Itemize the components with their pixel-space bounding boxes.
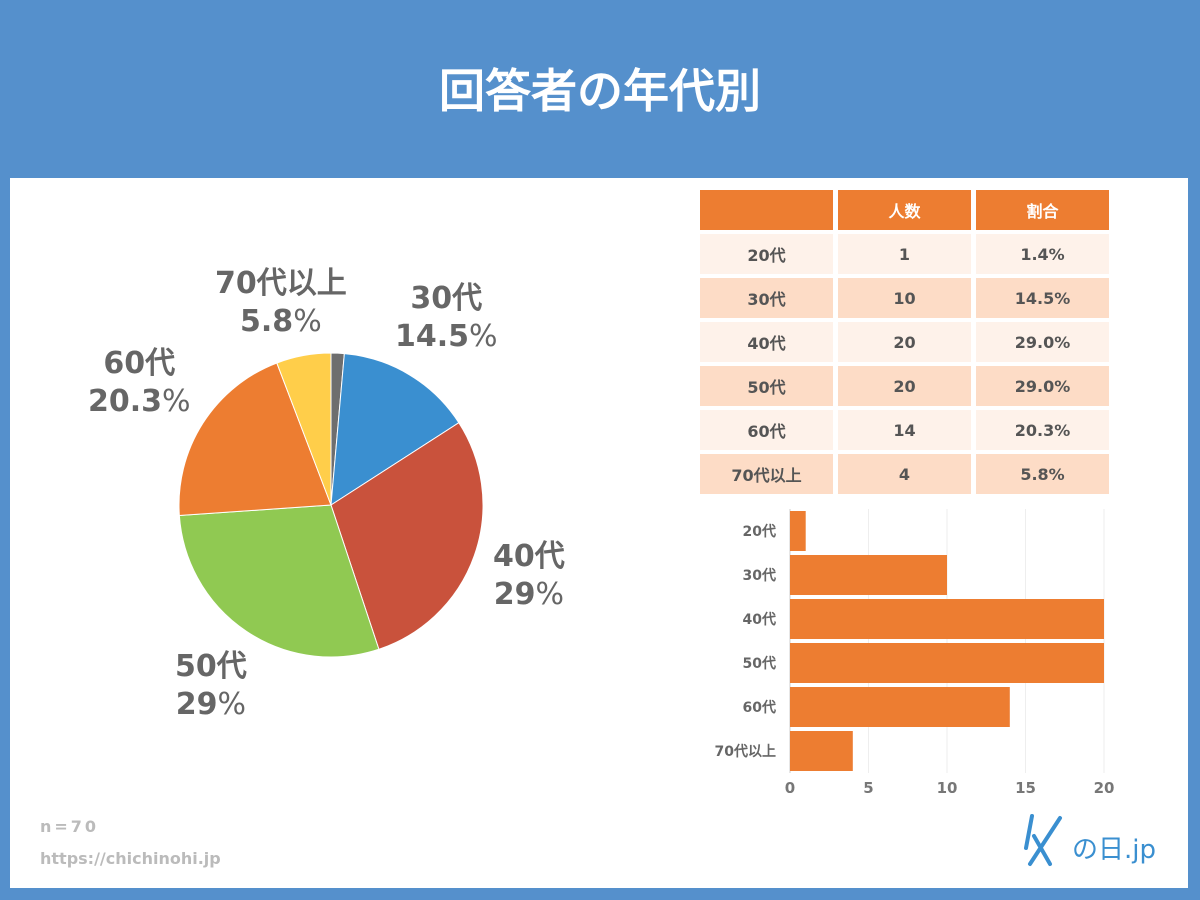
cell-count: 10 bbox=[838, 278, 971, 318]
pie-label-pct: 14.5 bbox=[395, 319, 470, 354]
svg-text:の日.jp: の日.jp bbox=[1072, 835, 1156, 865]
pie-slice-30代 bbox=[330, 353, 460, 506]
cell-count: 1 bbox=[838, 234, 971, 274]
cell-count: 4 bbox=[838, 454, 971, 494]
pie-label-unit: % bbox=[217, 687, 246, 722]
cell-age: 30代 bbox=[700, 278, 833, 318]
pie-label-name: 50代 bbox=[175, 649, 247, 684]
cell-age: 20代 bbox=[700, 234, 833, 274]
cell-age: 50代 bbox=[700, 366, 833, 406]
cell-ratio: 29.0% bbox=[976, 322, 1109, 362]
x-tick-label: 10 bbox=[937, 779, 958, 797]
cell-age: 60代 bbox=[700, 410, 833, 450]
pie-label-name: 40代 bbox=[493, 539, 565, 574]
pie-label-pct: 5.8 bbox=[240, 304, 294, 339]
table-row: 30代 10 14.5% bbox=[700, 278, 1109, 318]
cell-ratio: 14.5% bbox=[976, 278, 1109, 318]
x-tick-label: 15 bbox=[1015, 779, 1036, 797]
bar-30代 bbox=[790, 555, 947, 595]
site-url: https://chichinohi.jp bbox=[40, 849, 221, 868]
pie-label-name: 60代 bbox=[103, 346, 176, 381]
y-tick-label: 20代 bbox=[743, 523, 776, 540]
pie-label-pct: 29 bbox=[175, 687, 218, 722]
bar-40代 bbox=[790, 599, 1104, 639]
cell-ratio: 1.4% bbox=[976, 234, 1109, 274]
y-tick-label: 70代以上 bbox=[715, 743, 776, 760]
pie-label-name: 70代以上 bbox=[215, 266, 347, 301]
y-tick-label: 40代 bbox=[743, 611, 776, 628]
pie-slice-60代 bbox=[178, 362, 332, 517]
y-tick-label: 50代 bbox=[743, 655, 776, 672]
cell-count: 14 bbox=[838, 410, 971, 450]
pie-label-60s: 60代 20.3% bbox=[88, 345, 191, 421]
pie-label-unit: % bbox=[162, 384, 191, 419]
pie-slice-70代以上 bbox=[276, 352, 332, 506]
y-tick-label: 60代 bbox=[743, 699, 776, 716]
x-tick-label: 0 bbox=[785, 779, 795, 797]
pie-label-70s: 70代以上 5.8% bbox=[215, 265, 347, 341]
bar-70代以上 bbox=[790, 731, 853, 771]
table-row: 60代 14 20.3% bbox=[700, 410, 1109, 450]
header-blank bbox=[700, 190, 833, 230]
header-count: 人数 bbox=[838, 190, 971, 230]
pie-label-pct: 20.3 bbox=[88, 384, 163, 419]
bar-20代 bbox=[790, 511, 806, 551]
pie-label-40s: 40代 29% bbox=[493, 538, 565, 614]
table-row: 50代 20 29.0% bbox=[700, 366, 1109, 406]
pie-label-30s: 30代 14.5% bbox=[395, 280, 498, 356]
pie-label-50s: 50代 29% bbox=[175, 648, 247, 724]
cell-ratio: 29.0% bbox=[976, 366, 1109, 406]
y-tick-label: 30代 bbox=[743, 567, 776, 584]
sample-size: n=70 bbox=[40, 817, 100, 836]
site-logo: の日.jp bbox=[1024, 814, 1156, 866]
age-table: 人数 割合 20代 1 1.4% 30代 10 14.5% 40代 20 29.0% 50代 2… bbox=[695, 186, 1114, 498]
bar-50代 bbox=[790, 643, 1104, 683]
pie-slice-40代 bbox=[330, 422, 484, 650]
table-row: 40代 20 29.0% bbox=[700, 322, 1109, 362]
table-row: 70代以上 4 5.8% bbox=[700, 454, 1109, 494]
cell-age: 70代以上 bbox=[700, 454, 833, 494]
pie-label-pct: 29 bbox=[493, 577, 536, 612]
x-tick-label: 20 bbox=[1094, 779, 1115, 797]
cell-count: 20 bbox=[838, 366, 971, 406]
bar-60代 bbox=[790, 687, 1010, 727]
pie-label-unit: % bbox=[469, 319, 498, 354]
page-title: 回答者の年代別 bbox=[439, 64, 761, 118]
header-ratio: 割合 bbox=[976, 190, 1109, 230]
pie-slice-50代 bbox=[178, 504, 380, 658]
pie-label-unit: % bbox=[293, 304, 322, 339]
cell-ratio: 20.3% bbox=[976, 410, 1109, 450]
pie-label-unit: % bbox=[535, 577, 564, 612]
pie-label-name: 30代 bbox=[410, 281, 483, 316]
x-tick-label: 5 bbox=[863, 779, 873, 797]
cell-ratio: 5.8% bbox=[976, 454, 1109, 494]
cell-age: 40代 bbox=[700, 322, 833, 362]
table-row: 20代 1 1.4% bbox=[700, 234, 1109, 274]
cell-count: 20 bbox=[838, 322, 971, 362]
